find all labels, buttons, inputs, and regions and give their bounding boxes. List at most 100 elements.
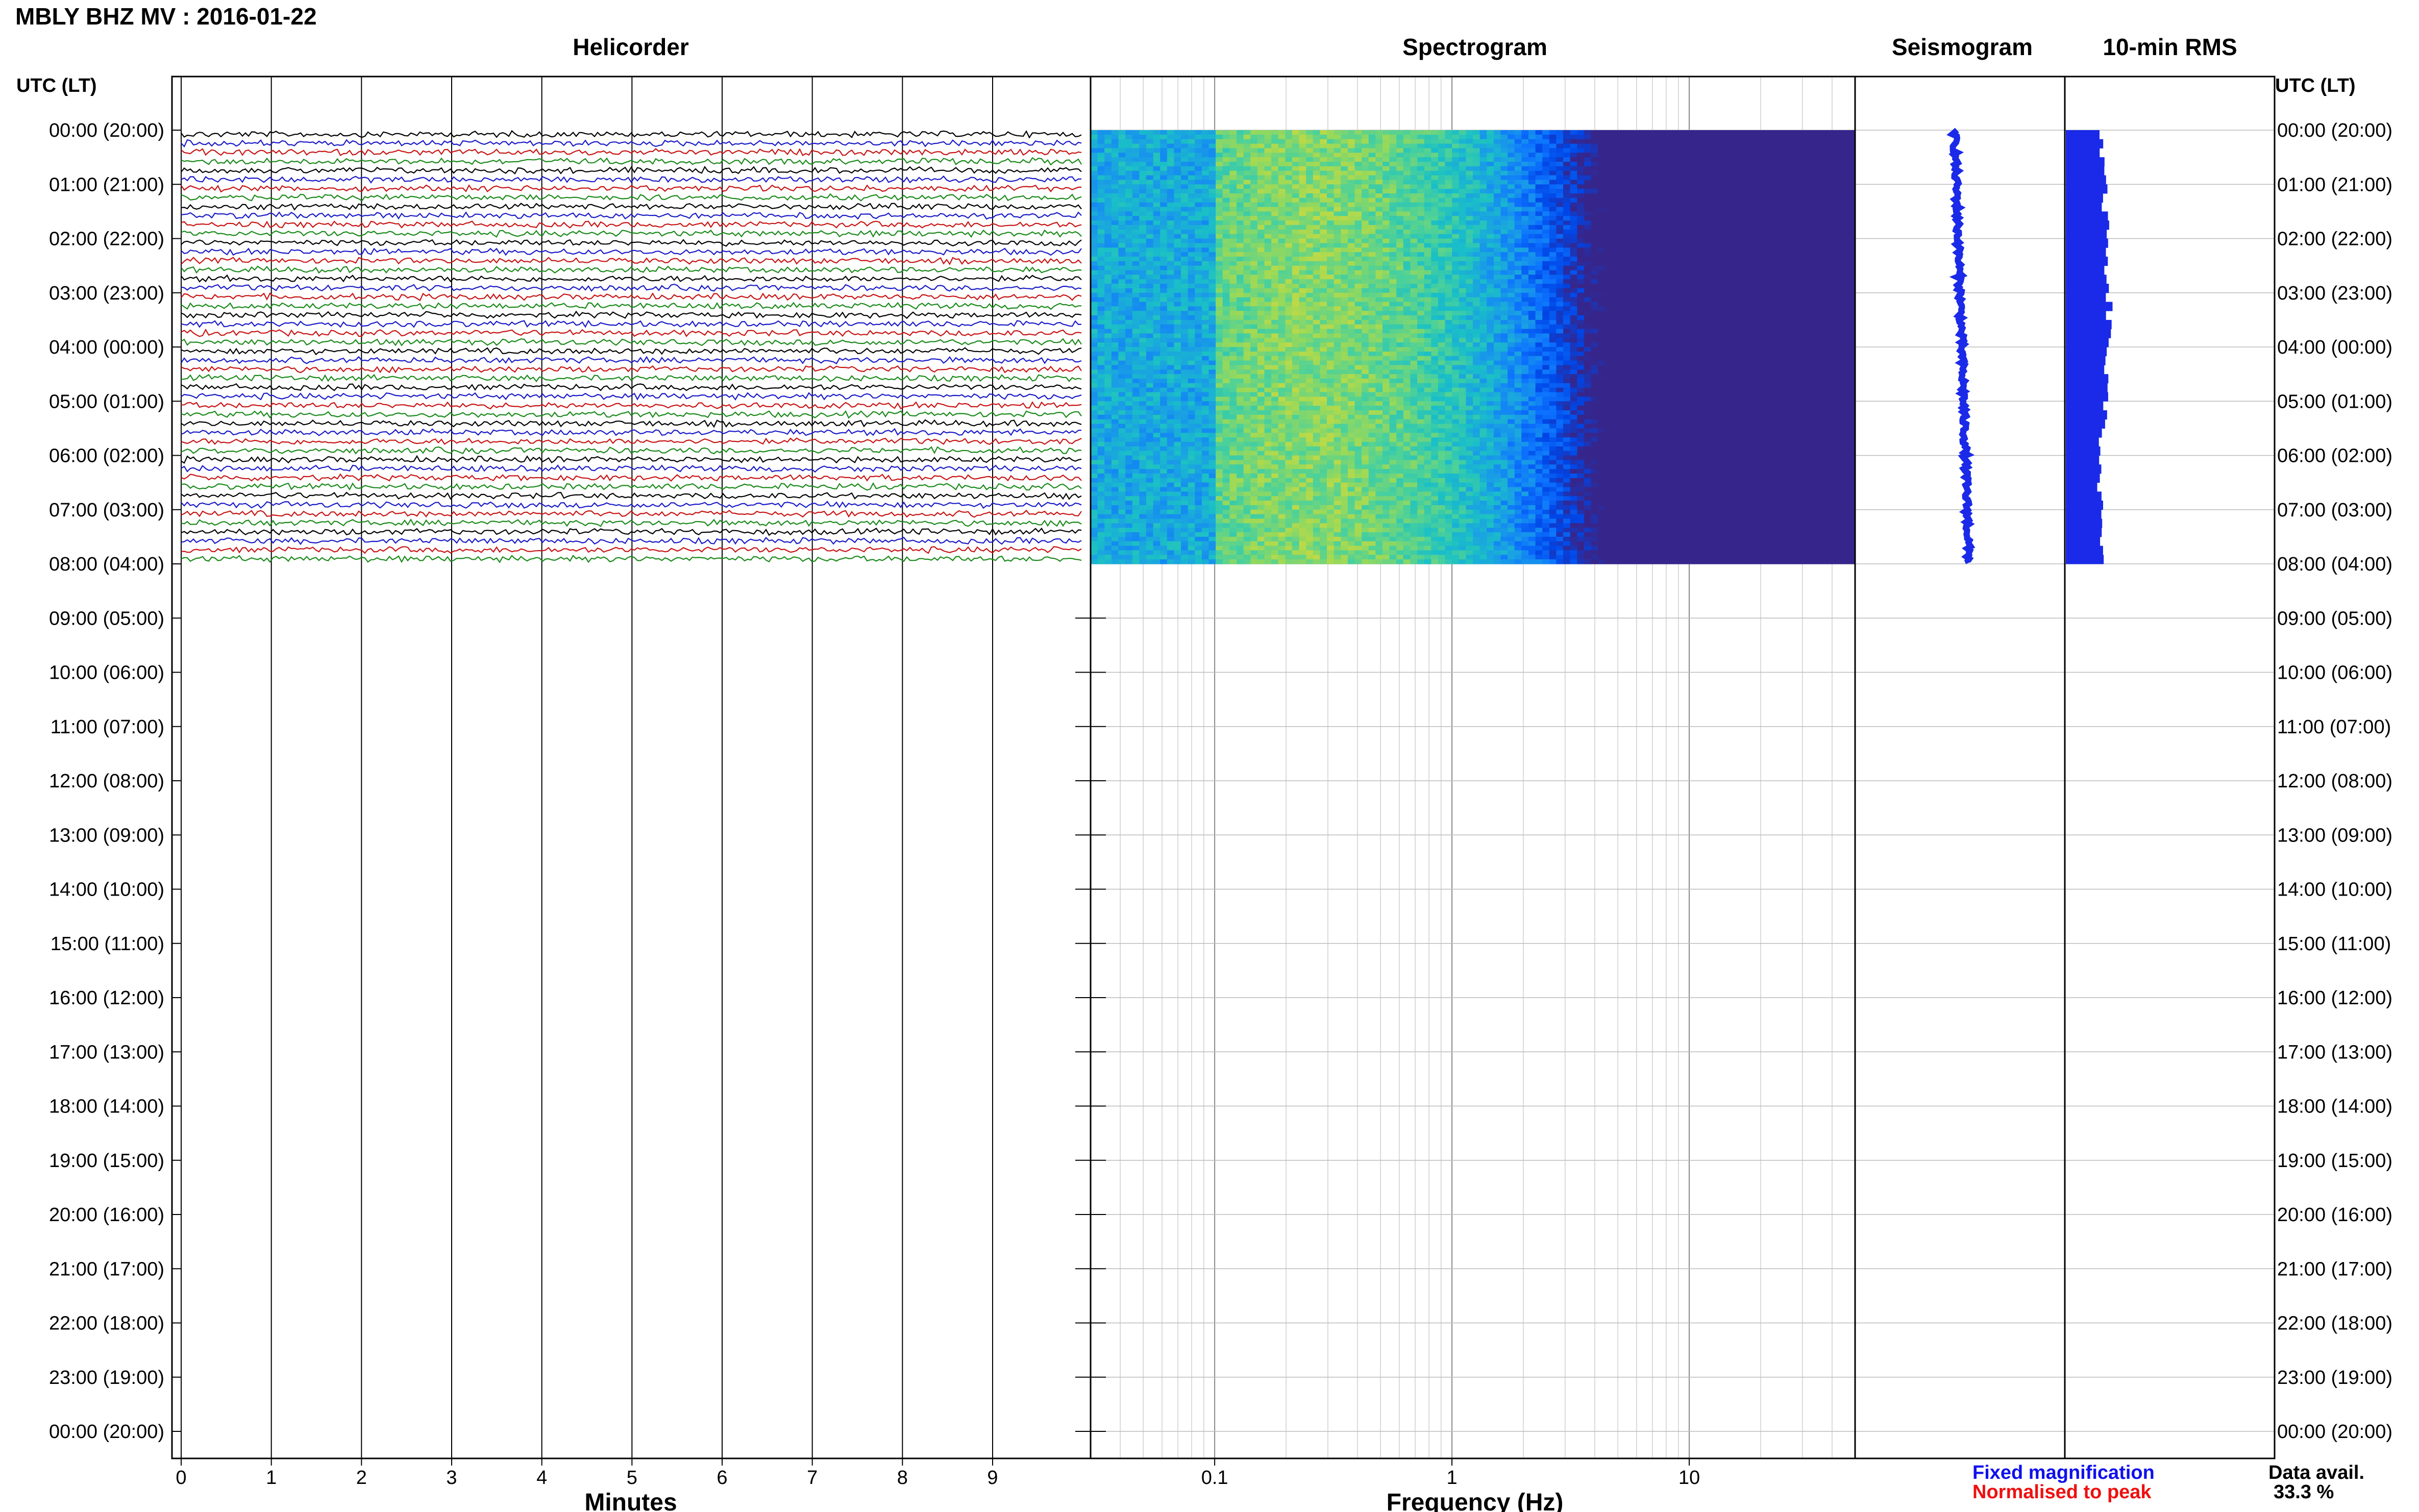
spectrogram-cell [1521,306,1529,311]
spectrogram-cell [1424,211,1431,216]
spectrogram-cell [1528,306,1536,311]
spectrogram-cell [1111,157,1119,162]
spectrogram-cell [1625,319,1633,325]
spectrogram-cell [1479,211,1487,216]
spectrogram-cell [1848,130,1856,135]
spectrogram-cell [1237,148,1244,153]
spectrogram-cell [1320,297,1327,303]
spectrogram-cell [1834,252,1842,257]
spectrogram-cell [1493,324,1501,330]
spectrogram-cell [1785,162,1793,167]
spectrogram-cell [1639,216,1647,221]
spectrogram-cell [1181,189,1189,194]
spectrogram-cell [1091,211,1098,216]
spectrogram-cell [1208,211,1216,216]
spectrogram-cell [1508,265,1515,271]
spectrogram-cell [1118,207,1126,212]
spectrogram-cell [1528,216,1536,221]
spectrogram-cell [1341,265,1348,271]
spectrogram-cell [1383,189,1390,194]
spectrogram-cell [1528,157,1536,162]
spectrogram-cell [1750,162,1758,167]
spectrogram-cell [1771,148,1779,153]
spectrogram-cell [1848,166,1856,171]
spectrogram-cell [1841,202,1848,208]
spectrogram-cell [1222,143,1230,149]
spectrogram-cell [1758,302,1765,307]
spectrogram-cell [1118,302,1126,307]
spectrogram-cell [1771,220,1779,226]
spectrogram-cell [1091,216,1098,221]
spectrogram-cell [1521,157,1529,162]
spectrogram-cell [1584,292,1592,298]
spectrogram-cell [1681,193,1689,199]
spectrogram-cell [1667,220,1675,226]
spectrogram-cell [1758,211,1765,216]
spectrogram-cell [1327,275,1335,280]
spectrogram-cell [1334,197,1341,203]
spectrogram-cell [1431,275,1439,280]
spectrogram-cell [1834,279,1842,284]
spectrogram-cell [1799,197,1807,203]
spectrogram-cell [1542,134,1550,140]
spectrogram-cell [1222,216,1230,221]
spectrogram-cell [1848,275,1856,280]
spectrogram-cell [1347,184,1355,189]
spectrogram-cell [1598,134,1606,140]
spectrogram-cell [1619,189,1626,194]
spectrogram-cell [1229,311,1237,316]
spectrogram-cell [1730,216,1738,221]
spectrogram-cell [1792,130,1800,135]
spectrogram-cell [1542,311,1550,316]
spectrogram-cell [1765,324,1772,330]
spectrogram-cell [1667,216,1675,221]
spectrogram-cell [1820,225,1828,230]
spectrogram-cell [1806,157,1814,162]
spectrogram-cell [1091,202,1098,208]
spectrogram-cell [1646,234,1654,239]
spectrogram-cell [1362,180,1369,185]
spectrogram-cell [1208,329,1216,334]
spectrogram-cell [1181,284,1189,289]
spectrogram-cell [1195,247,1202,253]
spectrogram-cell [1639,265,1647,271]
spectrogram-cell [1452,207,1460,212]
spectrogram-cell [1362,197,1369,203]
spectrogram-cell [1500,234,1508,239]
spectrogram-cell [1688,279,1696,284]
spectrogram-cell [1771,306,1779,311]
spectrogram-cell [1292,184,1300,189]
spectrogram-cell [1299,180,1306,185]
spectrogram-cell [1125,166,1133,171]
spectrogram-cell [1125,270,1133,275]
spectrogram-cell [1292,220,1300,226]
spectrogram-cell [1750,197,1758,203]
spectrogram-cell [1619,243,1626,248]
spectrogram-cell [1299,130,1306,135]
spectrogram-cell [1799,220,1807,226]
spectrogram-cell [1111,134,1119,140]
spectrogram-cell [1278,162,1286,167]
spectrogram-cell [1591,148,1598,153]
spectrogram-cell [1320,143,1327,149]
spectrogram-cell [1598,256,1606,262]
spectrogram-cell [1521,211,1529,216]
spectrogram-cell [1827,234,1835,239]
spectrogram-cell [1806,319,1814,325]
spectrogram-cell [1111,324,1119,330]
spectrogram-cell [1208,220,1216,226]
spectrogram-cell [1271,139,1279,144]
spectrogram-cell [1730,184,1738,189]
spectrogram-cell [1813,256,1821,262]
spectrogram-cell [1834,292,1842,298]
spectrogram-cell [1584,302,1592,307]
spectrogram-cell [1181,256,1189,262]
spectrogram-cell [1111,265,1119,271]
spectrogram-cell [1619,252,1626,257]
spectrogram-cell [1744,247,1751,253]
spectrogram-cell [1549,184,1557,189]
spectrogram-cell [1535,229,1543,235]
spectrogram-cell [1271,275,1279,280]
spectrogram-cell [1508,238,1515,243]
spectrogram-cell [1201,229,1210,235]
